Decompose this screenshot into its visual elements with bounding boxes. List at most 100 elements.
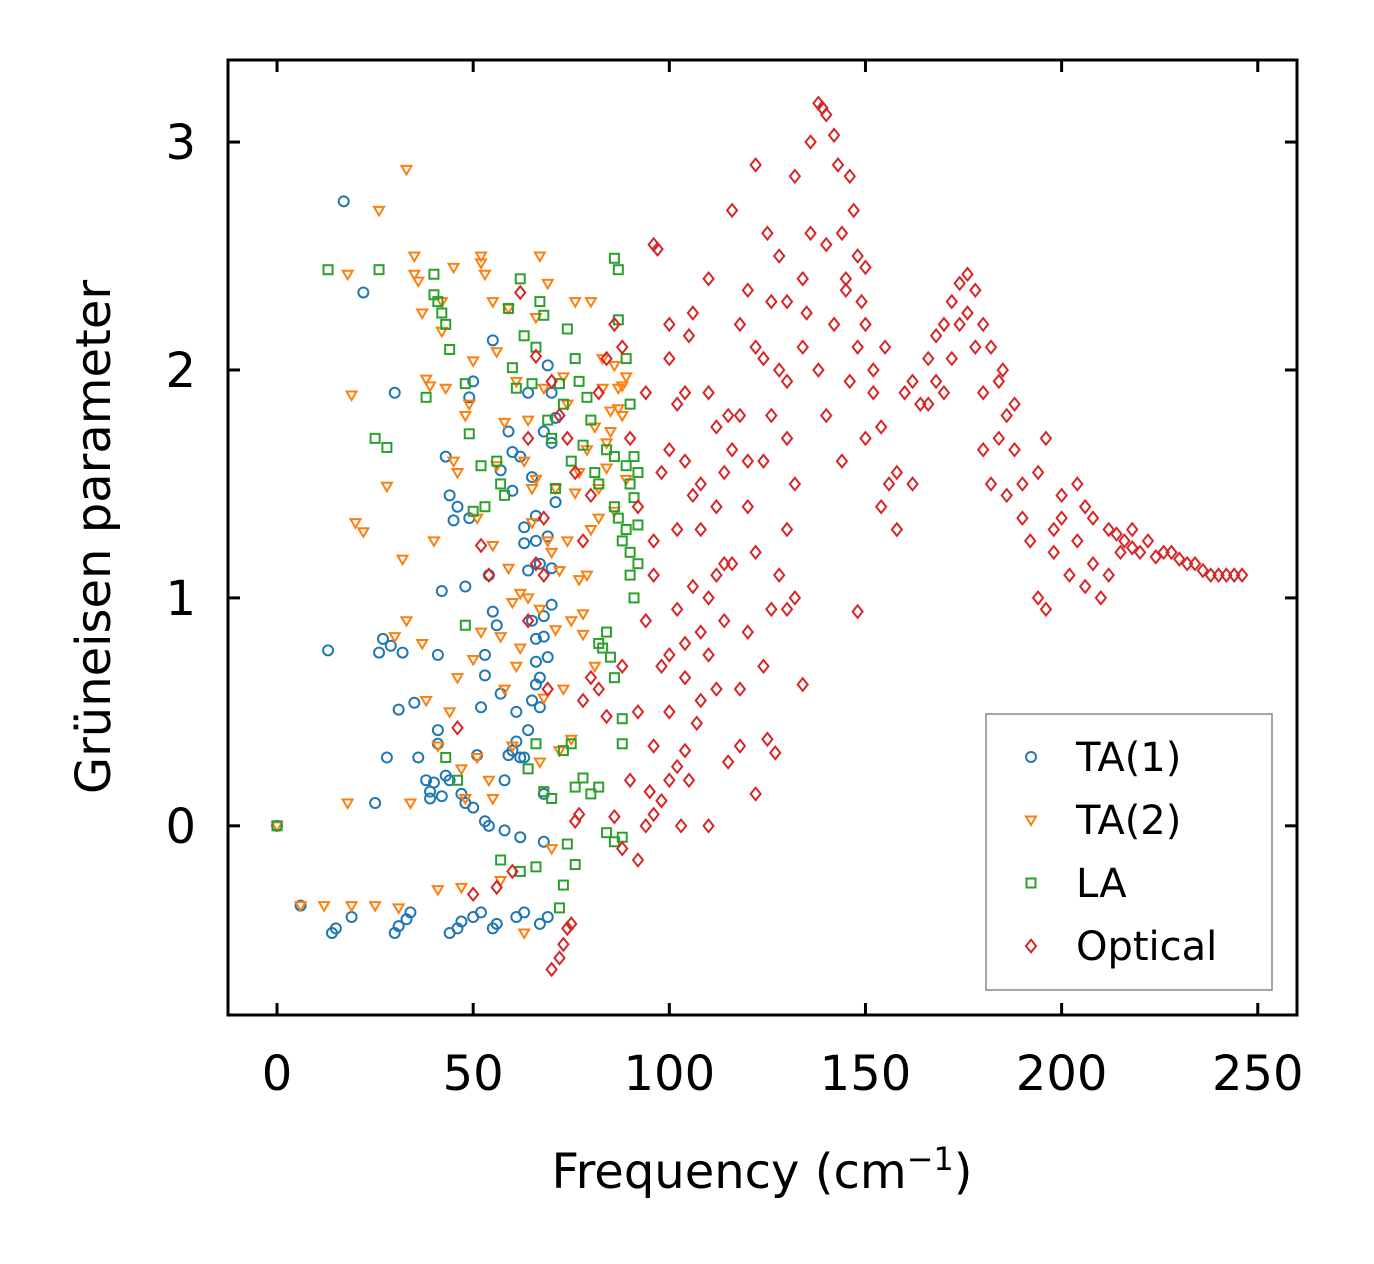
data-point [655,792,668,809]
data-point [561,838,573,850]
x-tick-label: 100 [624,1046,716,1102]
data-point [768,745,782,761]
data-point [1008,441,1021,458]
data-point [765,293,778,310]
data-point [1047,521,1061,538]
data-point [431,724,444,737]
data-point [322,264,334,276]
data-point [639,384,653,401]
data-point [1118,533,1131,549]
data-point [761,731,774,748]
data-point [502,425,515,438]
data-point [647,806,660,823]
data-point [620,524,632,536]
data-point [475,701,488,714]
data-point [592,384,605,401]
data-point [945,350,959,367]
data-point [526,378,538,390]
data-point [624,546,636,558]
data-point [403,798,418,811]
data-point [780,601,794,618]
data-point [525,483,539,496]
y-tick-label: 0 [165,799,196,855]
data-point [446,456,461,469]
data-point [537,610,550,623]
data-point [545,562,558,575]
data-point [710,419,723,435]
data-point [796,339,809,356]
data-point [526,614,539,627]
data-point [553,407,566,424]
data-point [518,521,531,534]
data-point [556,372,571,384]
data-point [670,396,684,413]
data-point [615,339,629,356]
data-point [435,585,448,598]
data-point [796,270,809,287]
data-point [945,293,959,310]
data-point [601,444,613,456]
legend-marker [1025,751,1037,763]
data-point [451,774,463,786]
data-point [329,922,342,935]
data-point [615,411,630,423]
data-point [1016,510,1029,526]
data-point [702,817,715,834]
data-point [694,521,707,538]
data-point [513,643,528,656]
data-point [1063,567,1076,583]
data-point [420,391,432,403]
data-point [1125,521,1139,538]
data-point [890,521,904,538]
data-point [440,751,452,763]
data-point [438,383,453,396]
data-point [436,307,448,319]
data-point [639,817,653,834]
data-point [929,327,943,344]
data-point [502,302,514,314]
data-point [859,430,872,447]
data-point [380,751,393,764]
data-point [546,792,558,804]
data-point [462,399,477,412]
data-point [690,715,704,732]
data-point [415,308,429,320]
data-point [647,533,660,549]
data-point [733,681,747,697]
data-point [498,824,511,837]
data-point [804,225,817,242]
data-point [427,536,441,548]
data-point [525,518,539,530]
data-point [568,488,582,501]
data-point [1235,567,1249,583]
data-point [466,654,480,667]
data-point [564,616,579,628]
data-point [540,278,555,291]
data-point [544,844,559,856]
data-point [576,533,590,549]
x-tick-label: 250 [1212,1046,1304,1102]
data-point [678,635,692,652]
data-point [584,487,598,504]
data-point [616,535,628,547]
data-point [537,835,550,848]
data-point [620,353,632,365]
data-point [608,836,620,848]
data-point [1086,555,1100,572]
data-point [710,567,723,583]
data-point [408,696,421,709]
data-point [976,316,990,333]
legend-entry: LA [1025,861,1127,907]
data-point [628,492,640,504]
data-point [506,362,518,374]
data-point [459,619,471,631]
data-point [686,487,700,504]
data-point [541,359,554,372]
data-point [495,478,507,490]
data-point [1188,555,1202,572]
data-point [615,658,629,675]
data-point [694,692,707,709]
data-point [553,950,566,966]
series-ta-1- [271,195,562,939]
data-point [537,630,550,643]
